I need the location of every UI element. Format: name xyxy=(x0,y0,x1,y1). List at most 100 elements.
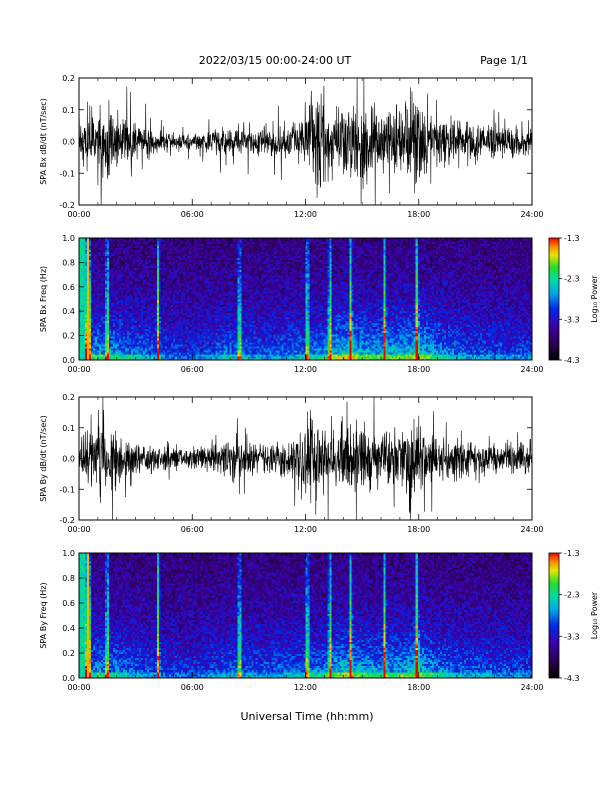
heatmap-cell xyxy=(93,340,95,342)
heatmap-cell xyxy=(89,354,91,356)
heatmap-cell xyxy=(127,305,129,307)
heatmap-cell xyxy=(121,303,123,305)
heatmap-cell xyxy=(87,269,89,271)
heatmap-cell xyxy=(101,356,103,358)
heatmap-cell xyxy=(107,323,109,325)
heatmap-cell xyxy=(127,285,129,287)
heatmap-cell xyxy=(121,242,123,244)
heatmap-cell xyxy=(127,309,129,311)
heatmap-cell xyxy=(109,244,111,246)
heatmap-cell xyxy=(85,325,87,327)
heatmap-cell xyxy=(127,254,129,256)
heatmap-cell xyxy=(105,289,107,291)
heatmap-cell xyxy=(123,264,125,266)
heatmap-cell xyxy=(95,319,97,321)
heatmap-cell xyxy=(109,242,111,244)
heatmap-cell xyxy=(97,323,99,325)
heatmap-cell xyxy=(119,291,121,293)
heatmap-cell xyxy=(99,264,101,266)
heatmap-cell xyxy=(91,244,93,246)
y-tick-label: 0.1 xyxy=(62,106,75,115)
heatmap-cell xyxy=(121,340,123,342)
heatmap-cell xyxy=(121,252,123,254)
heatmap-cell xyxy=(93,254,95,256)
heatmap-cell xyxy=(105,250,107,252)
heatmap-cell xyxy=(89,285,91,287)
heatmap-cell xyxy=(121,325,123,327)
heatmap-cell xyxy=(83,246,85,248)
heatmap-cell xyxy=(97,254,99,256)
heatmap-cell xyxy=(109,356,111,358)
heatmap-cell xyxy=(89,317,91,319)
heatmap-cell xyxy=(89,260,91,262)
heatmap-cell xyxy=(87,321,89,323)
heatmap-cell xyxy=(105,323,107,325)
heatmap-cell xyxy=(97,334,99,336)
heatmap-cell xyxy=(119,356,121,358)
heatmap-cell xyxy=(123,346,125,348)
heatmap-cell xyxy=(121,268,123,270)
heatmap-cell xyxy=(117,329,119,331)
heatmap-cell xyxy=(93,307,95,309)
heatmap-cell xyxy=(93,346,95,348)
heatmap-cell xyxy=(83,327,85,329)
heatmap-cell xyxy=(87,348,89,350)
heatmap-cell xyxy=(107,311,109,313)
heatmap-cell xyxy=(101,266,103,268)
heatmap-cell xyxy=(123,285,125,287)
heatmap-cell xyxy=(91,242,93,244)
heatmap-cell xyxy=(113,346,115,348)
heatmap-cell xyxy=(125,244,127,246)
heatmap-cell xyxy=(115,252,117,254)
heatmap-cell xyxy=(121,301,123,303)
heatmap-cell xyxy=(95,323,97,325)
heatmap-cell xyxy=(103,311,105,313)
heatmap-cell xyxy=(87,342,89,344)
heatmap-cell xyxy=(123,242,125,244)
heatmap-cell xyxy=(111,354,113,356)
heatmap-cell xyxy=(107,258,109,260)
heatmap-cell xyxy=(117,330,119,332)
heatmap-cell xyxy=(89,275,91,277)
heatmap-cell xyxy=(107,266,109,268)
heatmap-cell xyxy=(81,307,83,309)
heatmap-cell xyxy=(93,330,95,332)
heatmap-cell xyxy=(115,330,117,332)
heatmap-cell xyxy=(81,323,83,325)
heatmap-cell xyxy=(91,336,93,338)
heatmap-cell xyxy=(87,338,89,340)
heatmap-cell xyxy=(105,266,107,268)
heatmap-cell xyxy=(129,354,131,356)
heatmap-cell xyxy=(87,334,89,336)
heatmap-cell xyxy=(127,325,129,327)
heatmap-cell xyxy=(119,329,121,331)
heatmap-cell xyxy=(113,248,115,250)
heatmap-cell xyxy=(97,293,99,295)
heatmap-cell xyxy=(81,303,83,305)
heatmap-cell xyxy=(99,281,101,283)
heatmap-cell xyxy=(113,271,115,273)
heatmap-cell xyxy=(89,334,91,336)
heatmap-cell xyxy=(125,301,127,303)
heatmap-cell xyxy=(99,330,101,332)
heatmap-cell xyxy=(127,268,129,270)
heatmap-cell xyxy=(81,283,83,285)
heatmap-cell xyxy=(81,273,83,275)
heatmap-cell xyxy=(99,338,101,340)
heatmap-cell xyxy=(109,305,111,307)
heatmap-cell xyxy=(125,250,127,252)
heatmap-cell xyxy=(85,240,87,242)
heatmap-cell xyxy=(101,332,103,334)
heatmap-cell xyxy=(97,340,99,342)
heatmap-cell xyxy=(111,336,113,338)
heatmap-cell xyxy=(99,340,101,342)
heatmap-cell xyxy=(89,327,91,329)
heatmap-cell xyxy=(119,252,121,254)
heatmap-cell xyxy=(107,293,109,295)
heatmap-cell xyxy=(81,305,83,307)
heatmap-cell xyxy=(125,319,127,321)
heatmap-cell xyxy=(119,340,121,342)
heatmap-cell xyxy=(105,271,107,273)
heatmap-cell xyxy=(99,242,101,244)
heatmap-cell xyxy=(117,350,119,352)
